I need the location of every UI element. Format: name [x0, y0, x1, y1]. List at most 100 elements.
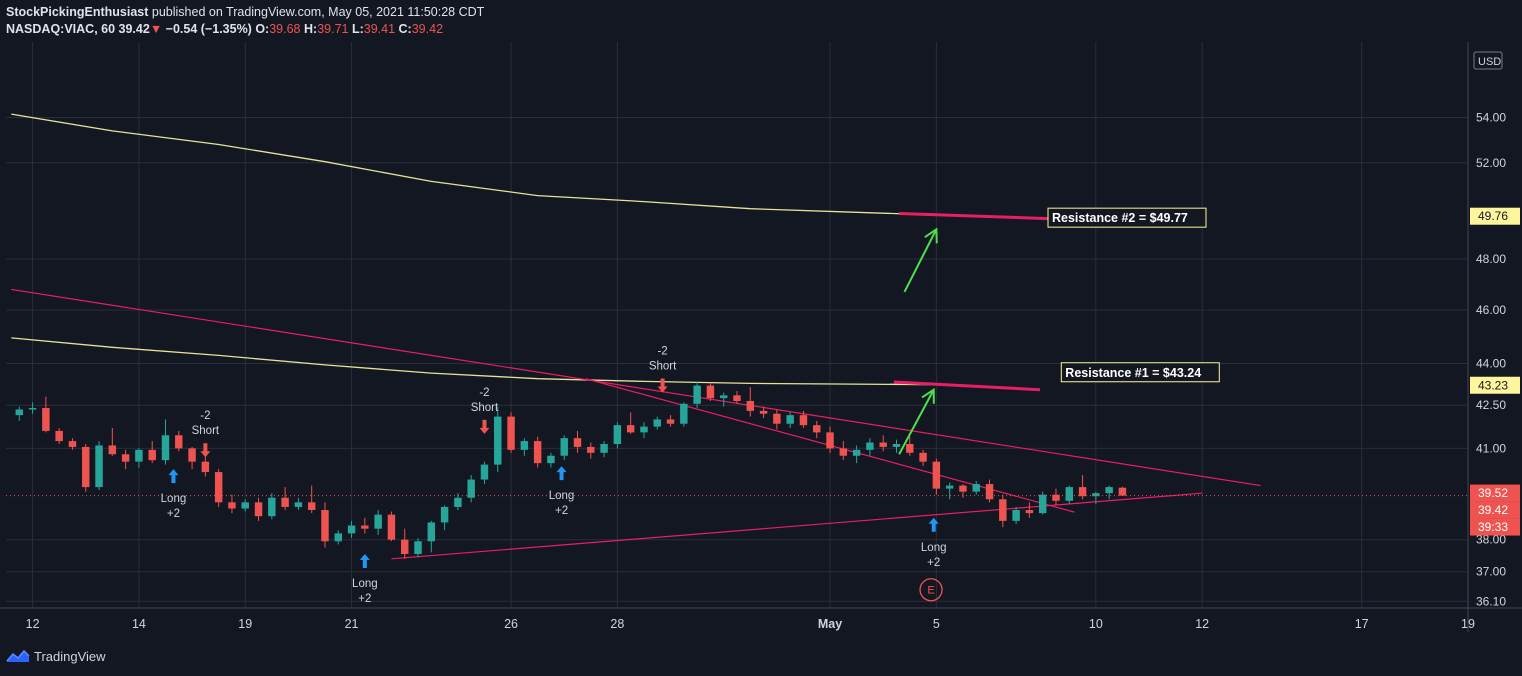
candle-body [533, 441, 542, 464]
y-tick-label: 41.00 [1476, 441, 1506, 455]
trend-arrow-line [898, 389, 935, 455]
candle-body [826, 432, 834, 449]
candle-body [361, 525, 369, 529]
moving-average-line [11, 113, 958, 217]
symbol-line: NASDAQ:VIAC, 60 39.42▼ −0.54 (−1.35%) O:… [6, 21, 484, 38]
candle-body [241, 502, 249, 509]
candle-body [587, 446, 595, 453]
candle-body [294, 502, 303, 507]
candle-body [95, 445, 103, 488]
candle-body [68, 441, 77, 447]
short-signal-arrow-icon [657, 378, 668, 393]
short-signal-arrow-icon [200, 443, 211, 458]
signal-label: -2 [200, 410, 210, 422]
candle-body [892, 444, 901, 447]
open-value: 39.68 [269, 22, 301, 36]
price-label-box [1470, 484, 1520, 502]
candle-body [1105, 487, 1113, 494]
y-tick-label: 54.00 [1476, 110, 1506, 124]
high-value: 39.71 [317, 22, 349, 36]
candle-body [1038, 494, 1047, 514]
signal-label: +2 [358, 593, 371, 605]
candle-body [733, 395, 741, 401]
long-signal-arrow-icon [168, 469, 179, 484]
trendlines [11, 288, 1261, 560]
price-label-text: 39:33 [1478, 520, 1508, 534]
candle-body [547, 455, 555, 464]
chart-axes: 54.00 52.00 48.00 46.00 44.00 42.50 41.00 38.00… [0, 42, 1522, 632]
x-tick-label: 12 [26, 617, 40, 631]
earnings-marker [919, 578, 943, 602]
candle-body [387, 514, 396, 540]
candle-body [1118, 487, 1127, 496]
candle-body [321, 510, 329, 542]
short-signal-arrow-icon [479, 419, 490, 434]
candle-body [680, 403, 688, 424]
candle-body [573, 438, 582, 447]
x-tick-label: 28 [610, 617, 624, 631]
candle-body [42, 408, 50, 431]
low-label: L: [351, 22, 364, 36]
high-label: H: [303, 22, 318, 36]
candle-body [932, 461, 941, 489]
author-name[interactable]: StockPickingEnthusiast [6, 5, 149, 19]
candle-body [1012, 510, 1020, 521]
candle-body [148, 449, 156, 461]
resistance-label-box [1060, 362, 1220, 383]
candle-body [985, 484, 994, 500]
candle-body [613, 425, 622, 445]
signal-label: Short [649, 361, 677, 373]
price-label-box [1470, 518, 1520, 536]
signal-label: Short [192, 425, 220, 437]
candle-body [427, 522, 436, 542]
resistance-line [899, 212, 1049, 221]
candle-body [28, 408, 37, 410]
close-value: 39.42 [411, 22, 444, 36]
open-label: O: [255, 22, 270, 36]
candle-body [135, 449, 143, 462]
candle-body [1065, 487, 1073, 501]
x-tick-label: 5 [933, 617, 940, 631]
candle-body [626, 425, 635, 433]
symbol-interval[interactable]: NASDAQ:VIAC, 60 [6, 22, 116, 36]
candle-body [307, 502, 316, 511]
close-label: C: [398, 22, 412, 36]
candle-body [560, 438, 568, 456]
candle-body [906, 444, 914, 453]
x-tick-label: 21 [345, 617, 359, 631]
change-down-icon: ▼ [149, 22, 163, 36]
signal-label: Short [471, 402, 499, 414]
candle-body [121, 454, 130, 462]
candle-body [214, 472, 223, 503]
candle-body [640, 426, 648, 433]
y-tick-label: 37.00 [1476, 565, 1506, 579]
candle-body [334, 533, 342, 542]
brand-name: TradingView [34, 648, 106, 664]
candle-body [201, 461, 210, 473]
low-value: 39.41 [363, 22, 396, 36]
y-tick-label: 42.50 [1476, 398, 1506, 412]
trendline [391, 492, 1203, 560]
candle-body [480, 464, 489, 480]
chart-annotations: Resistance #2 = $49.77 Resistance #1 = $4… [893, 207, 1220, 602]
signal-label: Long [352, 578, 378, 590]
resistance-label: Resistance #1 = $43.24 [1065, 366, 1201, 380]
tradingview-brand[interactable]: TradingView [6, 648, 106, 664]
chart-header: StockPickingEnthusiast published on Trad… [6, 4, 484, 38]
price-label-box [1470, 376, 1520, 394]
candle-body [188, 448, 196, 462]
strategy-signals: Long +2 -2 Short Long +2 -2 Short Long +2 -2 Short L… [161, 346, 947, 605]
candle-body [852, 449, 861, 456]
moving-average-line [11, 337, 958, 386]
published-text: published on TradingView.com, May 05, 20… [151, 5, 485, 19]
price-label-text: 49.76 [1478, 209, 1508, 223]
trend-arrow-head [924, 227, 938, 244]
candle-body [108, 445, 117, 455]
candle-body [972, 484, 980, 492]
x-tick-label: 19 [238, 617, 252, 631]
candle-body [693, 385, 701, 404]
candle-body [666, 419, 675, 424]
currency-label: USD [1478, 56, 1501, 68]
candle-body [347, 525, 356, 534]
